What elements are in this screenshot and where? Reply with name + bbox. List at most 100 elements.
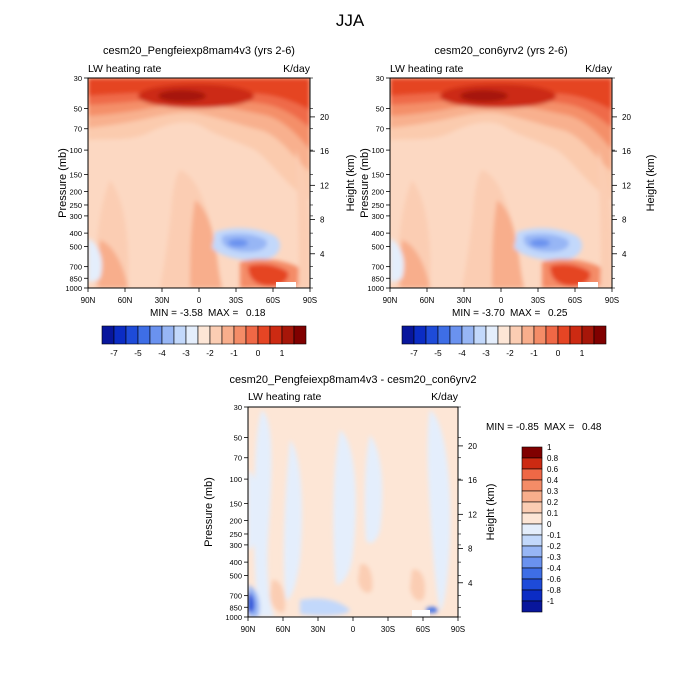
missing-data-patch — [578, 282, 598, 288]
colorbar-swatch — [521, 325, 535, 345]
height-tick-label: 16 — [468, 476, 477, 485]
height-tick-label: 16 — [320, 147, 329, 156]
colorbar-swatch — [593, 325, 607, 345]
pressure-tick-label: 700 — [371, 263, 384, 272]
colorbar-swatch — [461, 325, 475, 345]
shade-polar-right — [296, 150, 310, 288]
panel-a-variable-label: LW heating rate — [88, 63, 162, 75]
shade-blue-3 — [228, 239, 248, 247]
colorbar-swatch — [161, 325, 175, 345]
colorbar-swatch — [221, 325, 235, 345]
panel-b-height-axis: 20 16 12 8 4 — [612, 113, 631, 259]
diff-contour-fills — [248, 410, 451, 617]
pressure-tick-label: 850 — [229, 603, 242, 612]
panel-c-min-value: -0.85 — [516, 422, 539, 433]
latitude-tick-label: 0 — [197, 296, 202, 305]
colorbar-swatch — [437, 325, 451, 345]
colorbar-tick-label: -5 — [434, 348, 442, 358]
panel-a-min-label: MIN = — [150, 308, 177, 319]
latitude-tick-label: 30S — [381, 625, 395, 634]
panel-c-min-label: MIN = — [486, 422, 513, 433]
latitude-tick-label: 90N — [241, 625, 256, 634]
pressure-tick-label: 1000 — [367, 284, 384, 293]
pressure-tick-label: 300 — [69, 212, 82, 221]
colorbar-swatch — [569, 325, 583, 345]
panel-b-max-value: 0.25 — [548, 308, 568, 319]
panel-a-x-axis: 90N 60N 30N 0 30S 60S 90S — [81, 288, 317, 305]
panel-c-title: cesm20_Pengfeiexp8mam4v3 - cesm20_con6yr… — [229, 374, 476, 386]
pressure-tick-label: 250 — [69, 201, 82, 210]
height-tick-label: 4 — [468, 579, 473, 588]
colorbar-tick-label: -5 — [134, 348, 142, 358]
colorbar-swatch — [425, 325, 439, 345]
panel-b-title: cesm20_con6yrv2 (yrs 2-6) — [434, 45, 567, 57]
colorbar-swatch — [101, 325, 115, 345]
shade-nh-blue — [390, 238, 404, 282]
diff-neg-2 — [283, 440, 302, 600]
colorbar-tick-label: 0 — [556, 348, 561, 358]
colorbar-swatch — [233, 325, 247, 345]
colorbar-swatch — [521, 578, 543, 591]
panel-c-units-label: K/day — [431, 391, 459, 403]
colorbar-tick-label: -4 — [458, 348, 466, 358]
pressure-tick-label: 700 — [69, 263, 82, 272]
latitude-tick-label: 30N — [457, 296, 472, 305]
colorbar-tick-label: 0.3 — [547, 487, 559, 496]
colorbar-tick-label: 1 — [580, 348, 585, 358]
colorbar-swatch — [401, 325, 415, 345]
pressure-tick-label: 50 — [74, 105, 82, 114]
panel-c-max-value: 0.48 — [582, 422, 602, 433]
colorbar-swatch — [521, 589, 543, 602]
colorbar-tick-label: 0 — [547, 520, 552, 529]
colorbar-tick-label: -0.6 — [547, 575, 561, 584]
shade-nh-blue — [88, 238, 102, 282]
pressure-tick-label: 30 — [234, 403, 242, 412]
panel-a-height-axis: 20 16 12 8 4 — [310, 113, 329, 259]
pressure-tick-label: 400 — [371, 229, 384, 238]
height-tick-label: 12 — [622, 181, 631, 190]
shade-sh-warm-2 — [248, 264, 289, 286]
panel-c-variable-label: LW heating rate — [248, 391, 322, 403]
height-tick-label: 12 — [468, 510, 477, 519]
panel-reference: cesm20_con6yrv2 (yrs 2-6) LW heating rat… — [359, 45, 657, 358]
colorbar-swatch — [521, 501, 543, 514]
panel-c-ylabel: Pressure (mb) — [203, 477, 215, 547]
shade-upper-5 — [390, 78, 612, 110]
colorbar-swatch — [173, 325, 187, 345]
colorbar-tick-label: -2 — [506, 348, 514, 358]
pressure-tick-label: 850 — [69, 274, 82, 283]
colorbar-tick-label: -7 — [110, 348, 118, 358]
panel-a-units-label: K/day — [283, 63, 311, 75]
pressure-tick-label: 200 — [229, 517, 242, 526]
colorbar-swatch — [473, 325, 487, 345]
colorbar-swatch — [521, 567, 543, 580]
latitude-tick-label: 60N — [420, 296, 435, 305]
colorbar-tick-label: -1 — [547, 597, 555, 606]
shade-upper-5 — [88, 78, 310, 110]
contour-fills — [88, 78, 310, 288]
panel-c-ylabel-right: Height (km) — [485, 484, 497, 541]
pressure-tick-label: 100 — [69, 146, 82, 155]
colorbar-tick-label: 1 — [547, 443, 552, 452]
missing-data-patch — [276, 282, 296, 288]
height-tick-label: 20 — [320, 113, 329, 122]
colorbar-swatch — [521, 457, 543, 470]
max-core-2 — [460, 90, 508, 102]
colorbar-tick-label: -7 — [410, 348, 418, 358]
colorbar-swatch — [449, 325, 463, 345]
colorbar-swatch — [113, 325, 127, 345]
latitude-tick-label: 90S — [605, 296, 619, 305]
diff-neg-4 — [364, 435, 383, 543]
height-tick-label: 12 — [320, 181, 329, 190]
latitude-tick-label: 90S — [303, 296, 317, 305]
latitude-tick-label: 90N — [383, 296, 398, 305]
colorbar-swatch — [521, 446, 543, 459]
pressure-tick-label: 150 — [69, 170, 82, 179]
pressure-tick-label: 30 — [376, 74, 384, 83]
colorbar-swatch — [269, 325, 283, 345]
latitude-tick-label: 90S — [451, 625, 465, 634]
colorbar-swatch — [521, 523, 543, 536]
panel-b-field — [390, 78, 612, 288]
panel-a-ylabel-right: Height (km) — [345, 155, 357, 212]
